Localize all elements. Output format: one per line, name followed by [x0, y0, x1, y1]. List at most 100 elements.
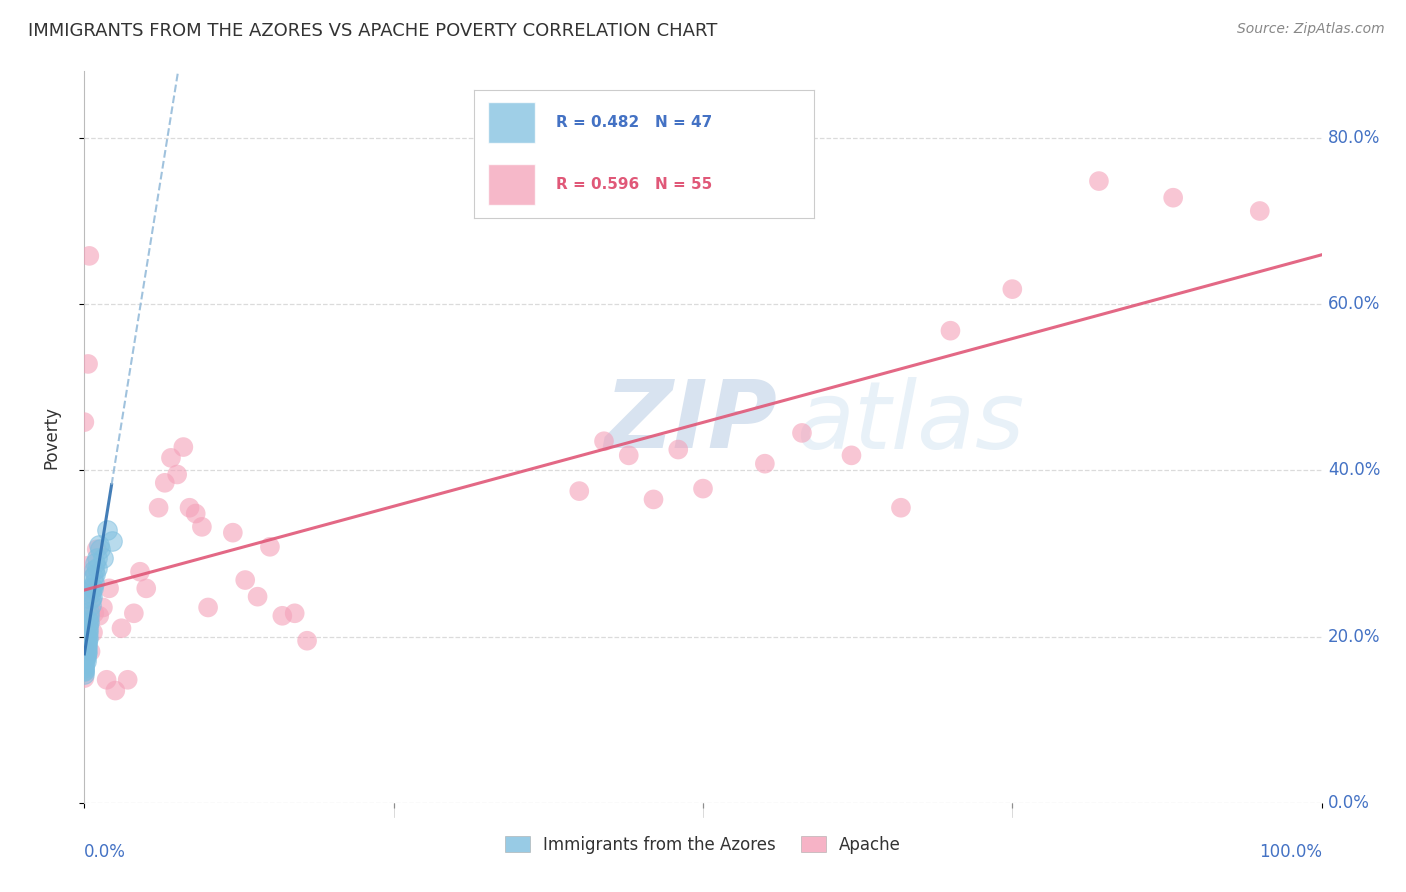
Point [79, 608, 101, 623]
Point [82, 625, 104, 640]
Point [82, 570, 104, 584]
Point [692, 482, 714, 496]
Text: 0.0%: 0.0% [84, 843, 127, 861]
Point [643, 492, 665, 507]
Point [76, 630, 98, 644]
Point [91, 600, 114, 615]
Point [135, 582, 157, 596]
Point [77, 592, 100, 607]
Point [117, 673, 139, 687]
Point [271, 608, 294, 623]
Point [284, 607, 307, 621]
Point [73, 663, 96, 677]
Point [1161, 191, 1184, 205]
Point [76, 625, 98, 640]
Point [76, 636, 98, 650]
Point [84, 557, 107, 571]
Point [79, 586, 101, 600]
Text: atlas: atlas [796, 377, 1024, 468]
Point [86, 561, 108, 575]
Point [86, 550, 108, 565]
Point [75, 646, 97, 660]
Y-axis label: Poverty: Poverty [42, 406, 60, 468]
Point [79, 605, 101, 619]
Point [75, 642, 97, 657]
Point [77, 621, 100, 635]
Point [80, 580, 103, 594]
Point [75, 655, 97, 669]
Point [86, 542, 108, 557]
Point [77, 357, 100, 371]
Point [98, 582, 121, 596]
Point [222, 525, 245, 540]
Point [1088, 174, 1111, 188]
Point [191, 520, 214, 534]
Text: 60.0%: 60.0% [1327, 295, 1381, 313]
Point [129, 565, 152, 579]
Point [179, 500, 201, 515]
Point [73, 661, 96, 675]
Point [76, 640, 98, 654]
Point [73, 653, 96, 667]
Point [77, 625, 100, 640]
Point [1249, 204, 1271, 219]
Point [100, 533, 122, 548]
Point [890, 500, 912, 515]
Point [295, 633, 318, 648]
Point [568, 484, 591, 499]
Point [148, 500, 170, 515]
Point [666, 442, 689, 457]
Point [73, 671, 96, 685]
Point [617, 448, 640, 462]
Text: ZIP: ZIP [605, 376, 778, 468]
Point [79, 598, 101, 612]
Point [75, 613, 97, 627]
Point [110, 621, 132, 635]
Point [790, 425, 813, 440]
Point [754, 457, 776, 471]
Point [83, 563, 105, 577]
Point [104, 683, 127, 698]
Point [96, 523, 118, 537]
Point [166, 467, 188, 482]
Point [197, 600, 219, 615]
Point [80, 590, 103, 604]
Point [184, 507, 207, 521]
Point [77, 617, 100, 632]
Point [233, 573, 256, 587]
Point [76, 558, 98, 573]
Point [83, 607, 105, 621]
Point [83, 575, 105, 590]
Point [160, 450, 183, 465]
Text: 100.0%: 100.0% [1258, 843, 1322, 861]
Point [73, 665, 96, 679]
Text: 40.0%: 40.0% [1327, 461, 1381, 479]
Point [73, 415, 96, 429]
Point [84, 567, 107, 582]
Point [76, 633, 98, 648]
Point [73, 655, 96, 669]
Point [593, 434, 616, 449]
Point [73, 642, 96, 657]
Point [79, 615, 101, 629]
Point [89, 542, 111, 557]
Point [77, 632, 100, 646]
Text: IMMIGRANTS FROM THE AZORES VS APACHE POVERTY CORRELATION CHART: IMMIGRANTS FROM THE AZORES VS APACHE POV… [28, 22, 717, 40]
Text: 0.0%: 0.0% [1327, 794, 1369, 812]
Text: 20.0%: 20.0% [1327, 628, 1381, 646]
Legend: Immigrants from the Azores, Apache: Immigrants from the Azores, Apache [498, 829, 908, 860]
Point [79, 644, 101, 658]
Text: 80.0%: 80.0% [1327, 128, 1381, 147]
Point [75, 638, 97, 652]
Point [1001, 282, 1024, 296]
Point [91, 550, 114, 565]
Point [79, 249, 101, 263]
Point [75, 650, 97, 665]
Point [939, 324, 962, 338]
Point [89, 538, 111, 552]
Point [89, 608, 111, 623]
Point [246, 590, 269, 604]
Point [172, 440, 194, 454]
Point [80, 583, 103, 598]
Point [73, 658, 96, 673]
